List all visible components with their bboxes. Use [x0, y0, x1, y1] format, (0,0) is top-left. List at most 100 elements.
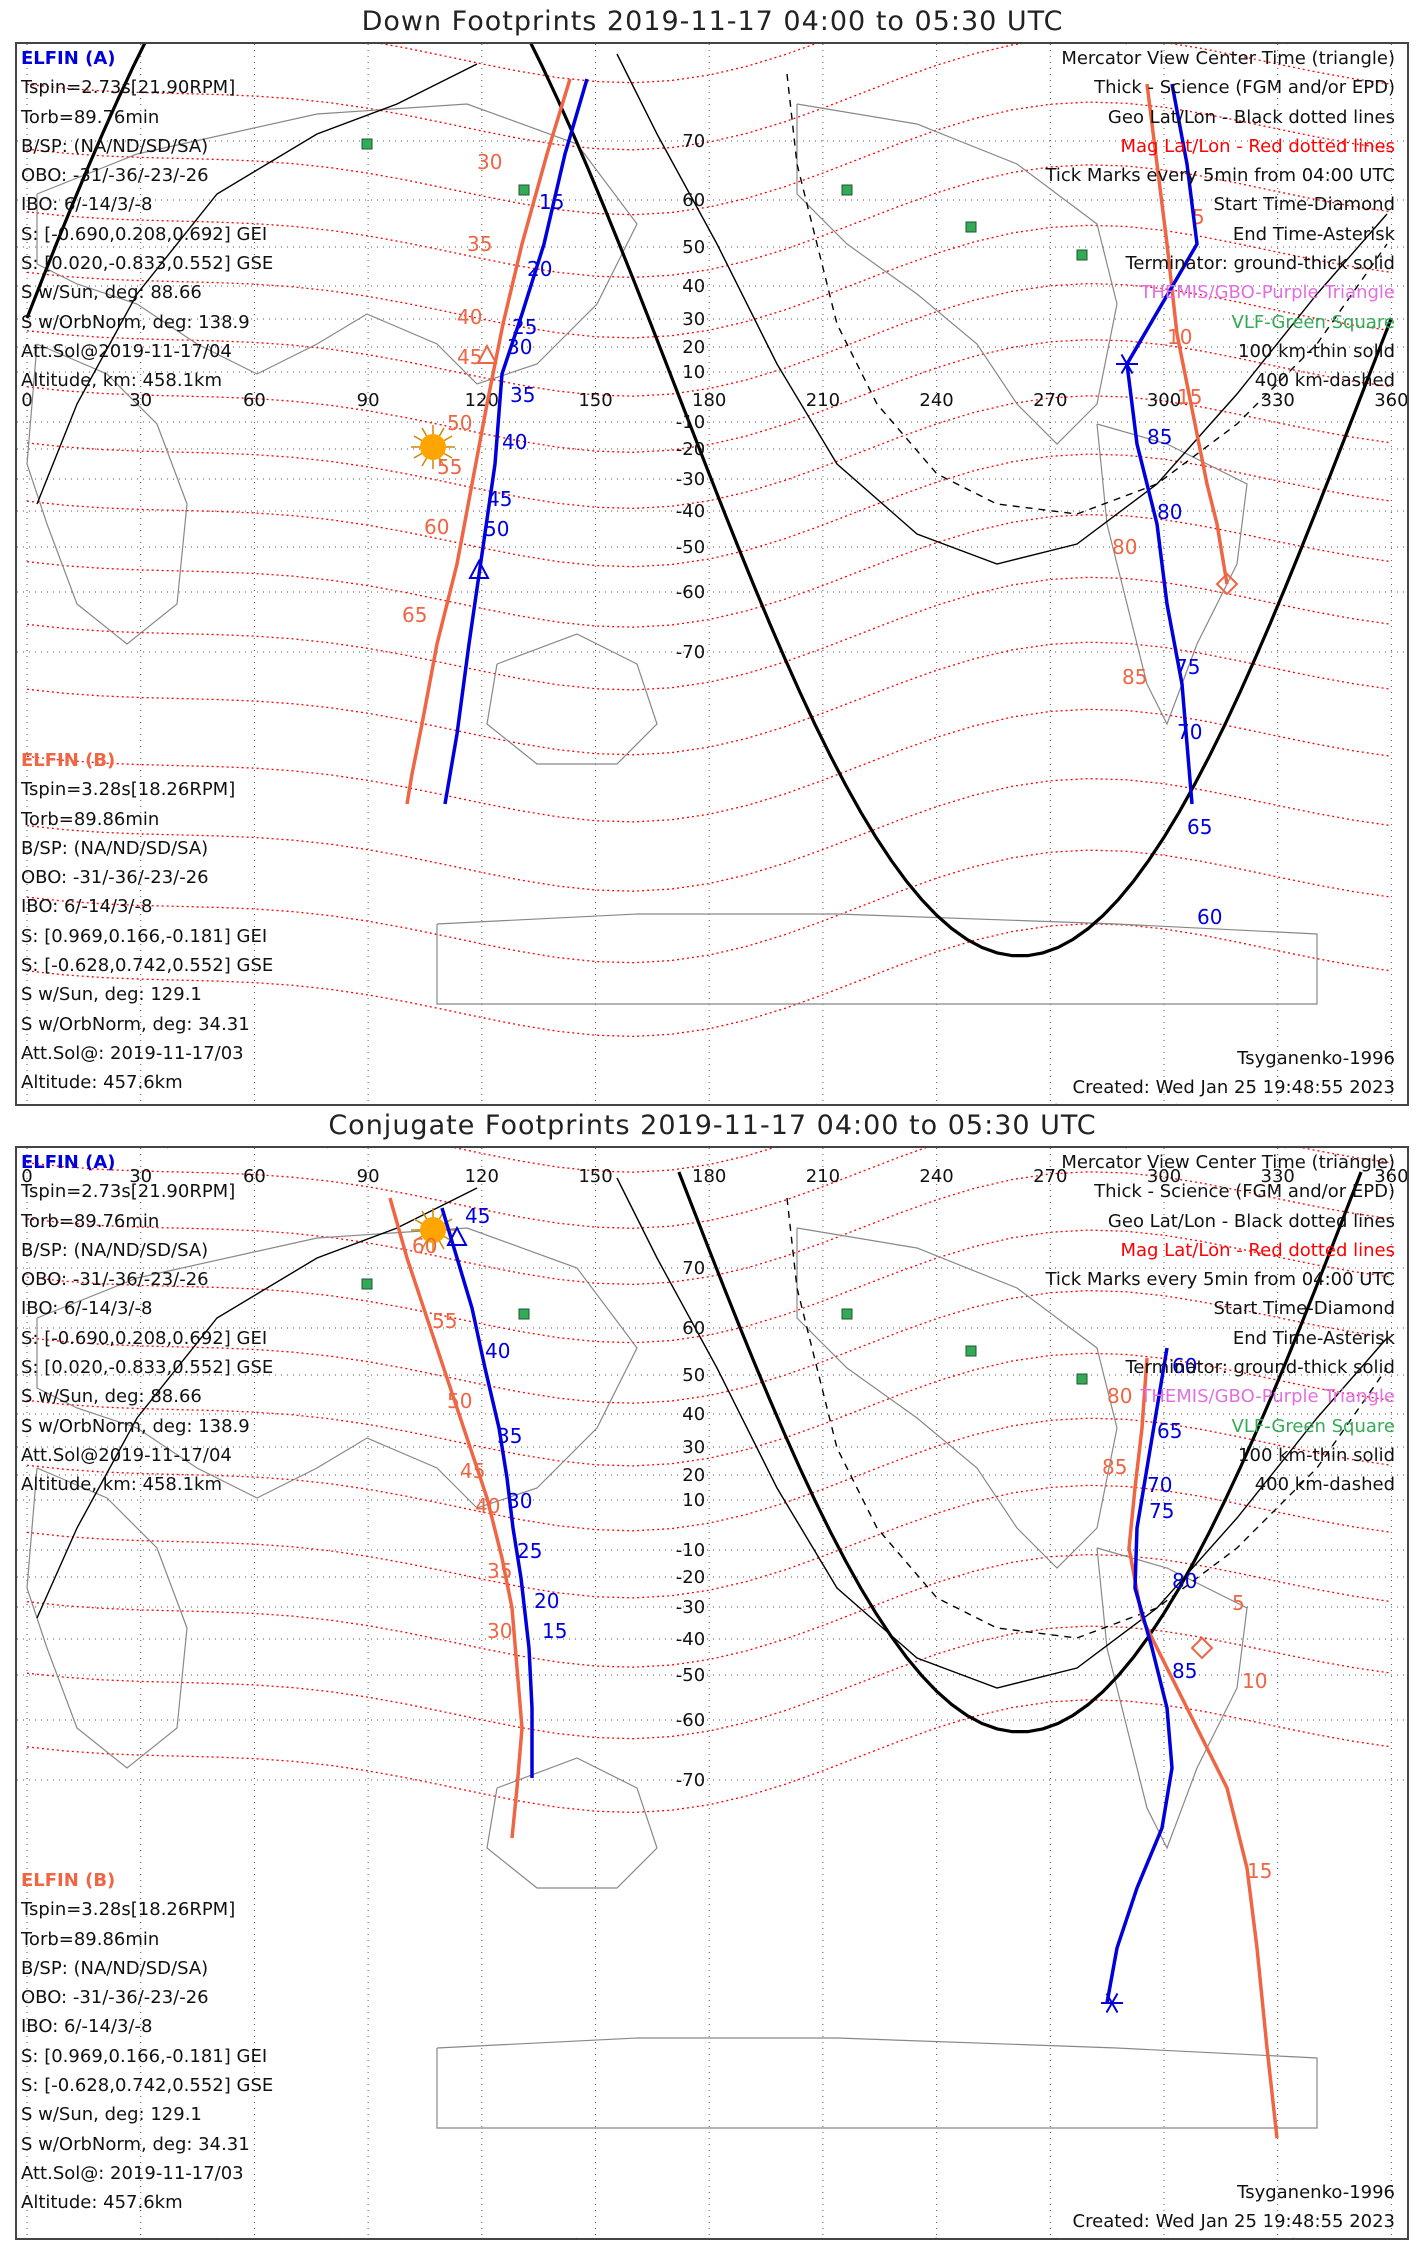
lon-tick-label: 0: [21, 390, 32, 411]
lat-tick-label: -20: [676, 1567, 705, 1588]
track-tick-label: 50: [484, 517, 509, 541]
coastline: [26, 1467, 188, 1769]
legend-line: End Time-Asterisk: [1232, 1327, 1395, 1349]
track-tick-label: 70: [1147, 1473, 1172, 1497]
lon-tick-label: 330: [1261, 1166, 1295, 1187]
track-tick-label: 60: [412, 1234, 437, 1258]
lon-tick-label: 270: [1033, 1166, 1067, 1187]
sun-icon: [420, 434, 446, 460]
elfin-b-line: S: [0.969,0.166,-0.181] GEI: [21, 925, 268, 947]
lon-tick-label: 0: [21, 1166, 32, 1187]
legend-line: Tick Marks every 5min from 04:00 UTC: [1045, 1269, 1395, 1291]
terminator-100km: [36, 63, 478, 505]
lat-tick-label: 30: [682, 1437, 705, 1458]
legend-line: Terminator: ground-thick solid: [1125, 1357, 1395, 1379]
terminator-ground: [25, 44, 1393, 958]
elfin-a-line: S: [-0.690,0.208,0.692] GEI: [21, 223, 268, 245]
elfin-a-info-conjugate: ELFIN (A) Tspin=2.73s[21.90RPM] Torb=89.…: [21, 1148, 273, 1500]
elfin-a-line: S w/Sun, deg: 88.66: [21, 1386, 202, 1408]
track-tick-label: 75: [1175, 655, 1200, 679]
model-footer-conjugate: Tsyganenko-1996 Created: Wed Jan 25 19:4…: [1073, 2178, 1395, 2237]
elfin-a-line: Att.Sol@2019-11-17/04: [21, 340, 232, 362]
vlf-square: [361, 1278, 373, 1290]
track-tick-label: 65: [402, 603, 427, 627]
lon-tick-label: 210: [806, 1166, 840, 1187]
coastline: [436, 913, 1318, 1005]
track-tick-label: 30: [507, 1489, 532, 1513]
legend-line: 100 km-thin solid: [1238, 340, 1395, 362]
elfin-a-line: Att.Sol@2019-11-17/04: [21, 1444, 232, 1466]
track-tick-label: 55: [432, 1309, 457, 1333]
model-name: Tsyganenko-1996: [1237, 2182, 1395, 2203]
legend-line: Geo Lat/Lon - Black dotted lines: [1107, 1210, 1395, 1232]
legend-line: Terminator: ground-thick solid: [1125, 253, 1395, 275]
lat-tick-label: 50: [682, 1365, 705, 1386]
terminator-100km: [616, 1177, 1388, 1689]
legend-line: THEMIS/GBO-Purple Triangle: [1140, 282, 1395, 304]
elfin-b-line: Att.Sol@: 2019-11-17/03: [21, 2162, 244, 2184]
lat-tick-label: -70: [676, 642, 705, 663]
lon-tick-label: 240: [919, 390, 953, 411]
lat-tick-label: 20: [682, 337, 705, 358]
legend-line: Start Time-Diamond: [1213, 194, 1395, 216]
track-tick-label: 40: [502, 430, 527, 454]
elfin-a-track: [443, 78, 589, 805]
track-tick-label: 40: [485, 1339, 510, 1363]
lat-tick-label: -70: [676, 1770, 705, 1791]
elfin-b-line: B/SP: (NA/ND/SD/SA): [21, 837, 209, 859]
track-tick-label: 30: [487, 1619, 512, 1643]
lon-tick-label: 30: [129, 390, 152, 411]
elfin-b-line: Att.Sol@: 2019-11-17/03: [21, 1042, 244, 1064]
elfin-b-track: [405, 78, 572, 805]
vlf-square: [1076, 1373, 1088, 1385]
track-tick-label: 65: [1187, 815, 1212, 839]
lon-tick-label: 270: [1033, 390, 1067, 411]
lon-tick-label: 300: [1147, 1166, 1181, 1187]
elfin-a-track-east: [1125, 83, 1199, 805]
end-time-asterisk: [1120, 353, 1134, 375]
legend-down: Mercator View Center Time (triangle) Thi…: [1045, 44, 1395, 396]
lat-tick-label: -40: [676, 501, 705, 522]
lon-tick-label: 120: [465, 390, 499, 411]
start-time-diamond: [1190, 1636, 1214, 1660]
center-time-triangle: [446, 1225, 468, 1246]
elfin-a-line: S w/OrbNorm, deg: 138.9: [21, 311, 250, 333]
legend-conjugate: Mercator View Center Time (triangle) Thi…: [1045, 1148, 1395, 1500]
lat-tick-label: -50: [676, 1665, 705, 1686]
legend-line: Mag Lat/Lon - Red dotted lines: [1120, 1239, 1395, 1261]
elfin-b-line: S w/Sun, deg: 129.1: [21, 2104, 202, 2126]
elfin-a-title: ELFIN (A): [21, 48, 116, 69]
lat-tick-label: -60: [676, 582, 705, 603]
mag-lat-line: [26, 513, 1392, 628]
lon-tick-label: 240: [919, 1166, 953, 1187]
track-tick-label: 75: [1149, 1499, 1174, 1523]
elfin-a-line: S: [-0.690,0.208,0.692] GEI: [21, 1327, 268, 1349]
legend-line: VLF-Green Square: [1231, 311, 1395, 333]
track-tick-label: 80: [1107, 1384, 1132, 1408]
elfin-b-line: S: [-0.628,0.742,0.552] GSE: [21, 955, 274, 977]
lat-tick-label: -10: [676, 1540, 705, 1561]
track-tick-label: 55: [437, 455, 462, 479]
terminator-ground: [677, 1171, 1363, 1734]
track-tick-label: 40: [475, 1494, 500, 1518]
track-tick-label: 85: [1172, 1659, 1197, 1683]
lon-tick-label: 210: [806, 390, 840, 411]
elfin-a-line: S w/Sun, deg: 88.66: [21, 282, 202, 304]
map-svg-down: 0 30 60 90 120 150 180 210 240 270 300 330 360 70 60 50…: [17, 44, 1407, 1104]
elfin-b-line: Altitude: 457.6km: [21, 1072, 183, 1094]
lat-tick-label: 50: [682, 237, 705, 258]
lon-tick-label: 60: [243, 1166, 266, 1187]
coastline: [486, 633, 658, 765]
track-tick-label: 30: [507, 335, 532, 359]
legend-line: THEMIS/GBO-Purple Triangle: [1140, 1386, 1395, 1408]
legend-line: 400 km-dashed: [1254, 370, 1395, 392]
lat-tick-label: -30: [676, 469, 705, 490]
coastline: [36, 103, 638, 385]
track-tick-label: 35: [467, 232, 492, 256]
lon-tick-label: 90: [357, 1166, 380, 1187]
elfin-b-line: S w/OrbNorm, deg: 34.31: [21, 1013, 250, 1035]
elfin-b-line: OBO: -31/-36/-23/-26: [21, 867, 209, 889]
terminator-100km: [616, 53, 1388, 565]
track-tick-label: 45: [457, 345, 482, 369]
panel-title-down: Down Footprints 2019-11-17 04:00 to 05:3…: [361, 6, 1064, 37]
